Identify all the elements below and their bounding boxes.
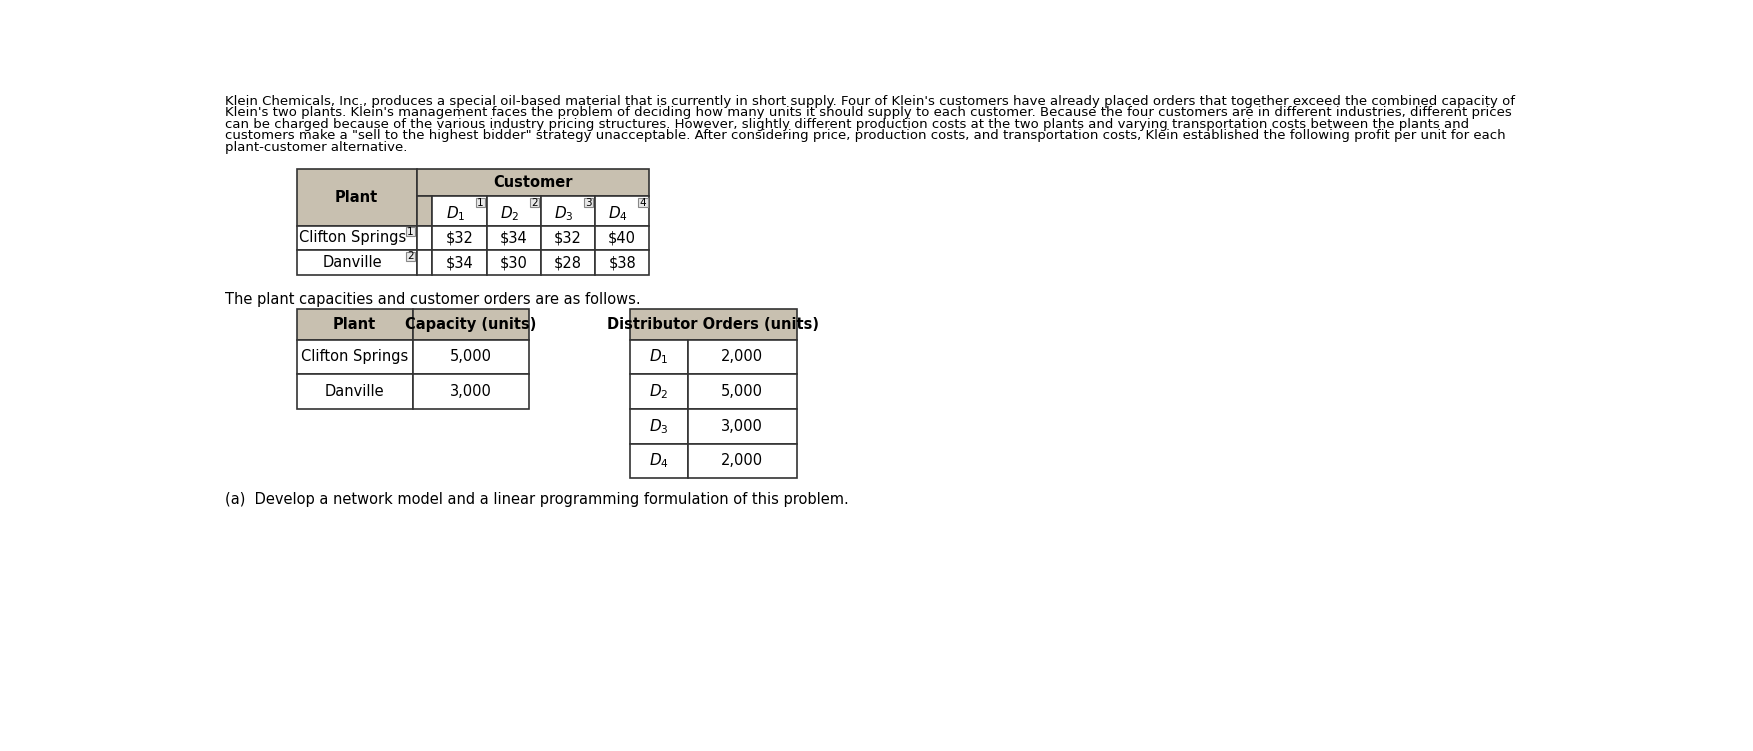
Text: Danville: Danville [323, 255, 382, 270]
Bar [296, 170, 417, 225]
Bar [414, 339, 529, 374]
Bar [433, 225, 487, 250]
Text: Capacity (units): Capacity (units) [405, 317, 536, 332]
Text: 5,000: 5,000 [451, 349, 493, 364]
Text: Customer: Customer [493, 176, 573, 191]
Bar [540, 250, 594, 275]
Text: $D_3$: $D_3$ [554, 205, 573, 224]
Bar [417, 250, 433, 275]
Text: 2,000: 2,000 [720, 349, 763, 364]
Bar [296, 309, 414, 339]
Bar [629, 309, 796, 339]
Text: Clifton Springs: Clifton Springs [302, 349, 408, 364]
Bar [296, 225, 417, 250]
Text: Clifton Springs: Clifton Springs [300, 231, 407, 246]
Text: $D_4$: $D_4$ [649, 451, 670, 470]
Bar [594, 250, 649, 275]
Bar [487, 225, 540, 250]
Text: Klein's two plants. Klein's management faces the problem of deciding how many un: Klein's two plants. Klein's management f… [226, 107, 1513, 119]
Text: $D_4$: $D_4$ [608, 205, 628, 224]
Text: $D_3$: $D_3$ [649, 417, 668, 436]
Bar [584, 198, 594, 207]
Text: $40: $40 [608, 231, 636, 246]
Text: 5,000: 5,000 [720, 384, 763, 399]
Bar [687, 409, 796, 444]
Bar [594, 196, 649, 225]
Bar [487, 196, 540, 225]
Bar [638, 198, 647, 207]
Text: $D_2$: $D_2$ [649, 382, 668, 401]
Bar [629, 339, 687, 374]
Text: 2,000: 2,000 [720, 454, 763, 469]
Bar [417, 170, 649, 196]
Bar [417, 196, 433, 225]
Text: $34: $34 [445, 255, 473, 270]
Text: 1: 1 [407, 227, 414, 237]
Bar [407, 252, 415, 261]
Text: $D_1$: $D_1$ [649, 348, 668, 366]
Bar [433, 196, 487, 225]
Bar [529, 198, 540, 207]
Text: plant-customer alternative.: plant-customer alternative. [226, 141, 408, 154]
Bar [687, 444, 796, 478]
Text: $38: $38 [608, 255, 636, 270]
Bar [629, 444, 687, 478]
Bar [487, 250, 540, 275]
Text: $D_2$: $D_2$ [500, 205, 519, 224]
Bar [687, 374, 796, 409]
Text: 2: 2 [531, 198, 538, 207]
Text: Klein Chemicals, Inc., produces a special oil-based material that is currently i: Klein Chemicals, Inc., produces a specia… [226, 95, 1515, 107]
Text: 3: 3 [586, 198, 593, 207]
Text: $D_1$: $D_1$ [445, 205, 465, 224]
Text: $32: $32 [554, 231, 582, 246]
Text: $34: $34 [500, 231, 528, 246]
Bar [629, 374, 687, 409]
Text: 1: 1 [477, 198, 484, 207]
Text: $28: $28 [554, 255, 582, 270]
Bar [417, 225, 433, 250]
Text: (a)  Develop a network model and a linear programming formulation of this proble: (a) Develop a network model and a linear… [226, 492, 848, 507]
Text: $30: $30 [500, 255, 528, 270]
Bar [407, 228, 415, 237]
Bar [414, 309, 529, 339]
Text: Danville: Danville [324, 384, 384, 399]
Bar [296, 339, 414, 374]
Bar [296, 374, 414, 409]
Text: Distributor Orders (units): Distributor Orders (units) [607, 317, 819, 332]
Bar [540, 225, 594, 250]
Bar [296, 250, 417, 275]
Text: 3,000: 3,000 [451, 384, 493, 399]
Text: Plant: Plant [335, 190, 379, 205]
Bar [629, 409, 687, 444]
Text: 2: 2 [407, 252, 414, 261]
Bar [594, 225, 649, 250]
Text: Plant: Plant [333, 317, 377, 332]
Text: 4: 4 [640, 198, 647, 207]
Text: customers make a "sell to the highest bidder" strategy unacceptable. After consi: customers make a "sell to the highest bi… [226, 129, 1506, 143]
Bar [433, 250, 487, 275]
Text: can be charged because of the various industry pricing structures. However, slig: can be charged because of the various in… [226, 118, 1469, 131]
Bar [687, 339, 796, 374]
Text: The plant capacities and customer orders are as follows.: The plant capacities and customer orders… [226, 292, 642, 307]
Text: 3,000: 3,000 [720, 419, 763, 434]
Text: $32: $32 [445, 231, 473, 246]
Bar [475, 198, 486, 207]
Bar [540, 196, 594, 225]
Bar [414, 374, 529, 409]
